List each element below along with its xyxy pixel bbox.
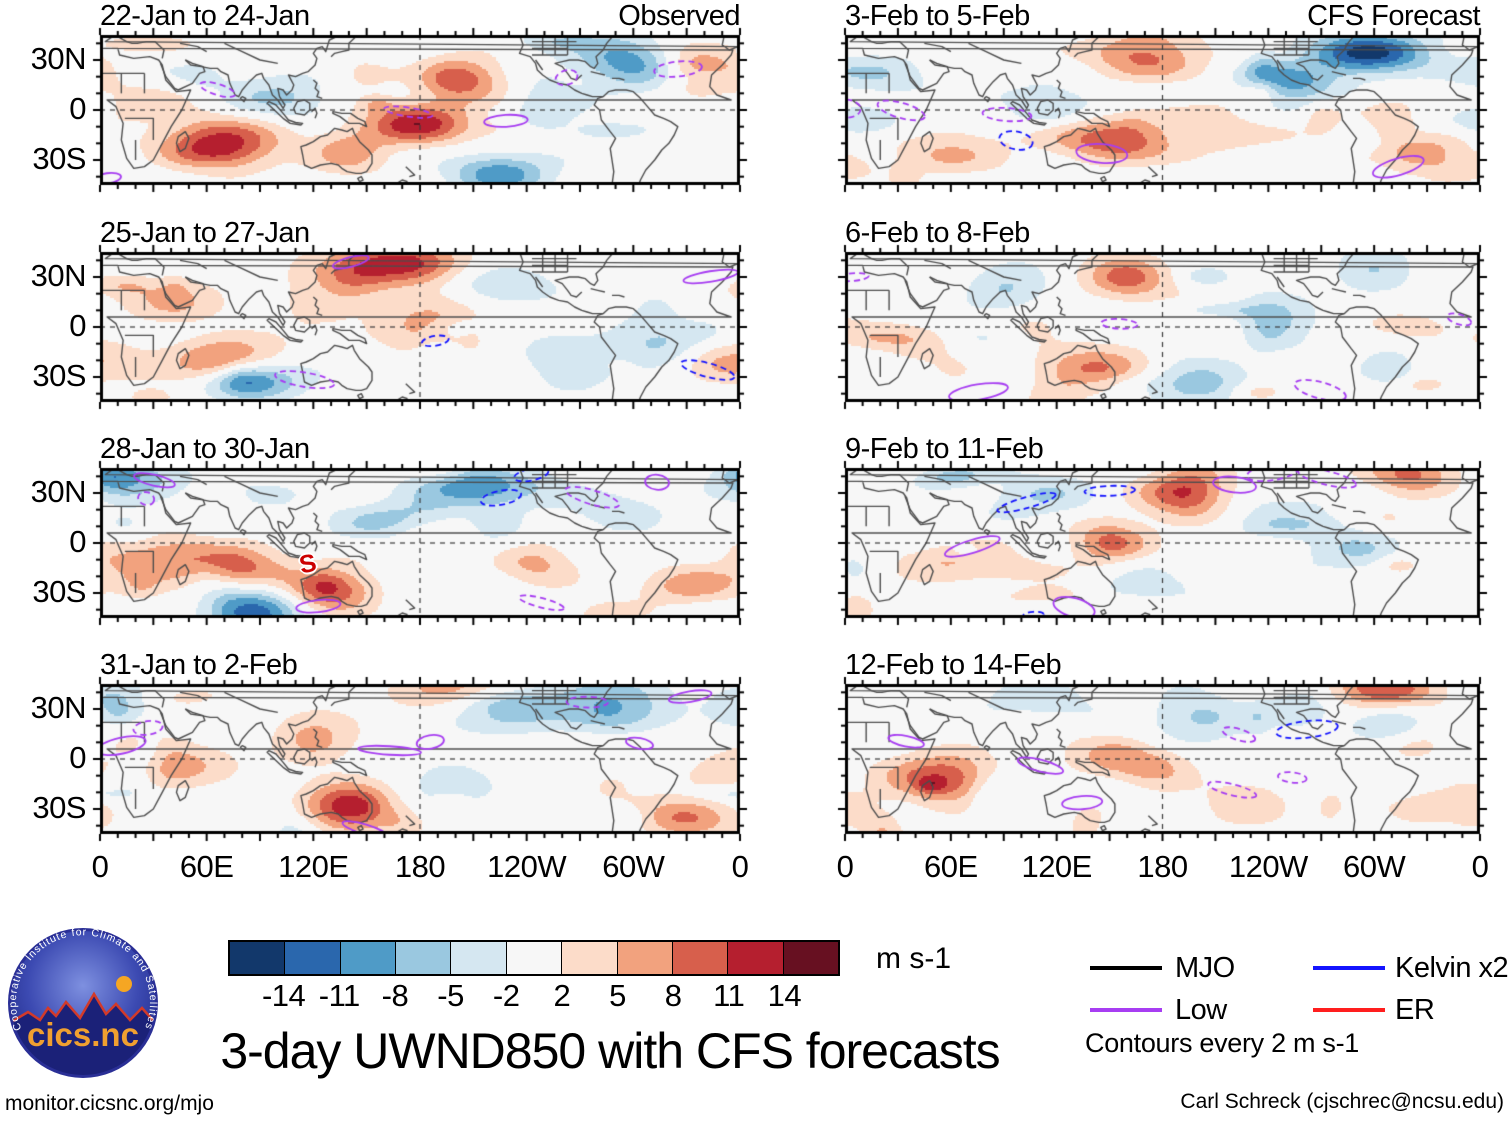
- colorbar-cell: [396, 942, 452, 974]
- panel-title: 9-Feb to 11-Feb: [845, 433, 1044, 465]
- panel-corner-label: Observed: [618, 0, 740, 32]
- colorbar-cell: [340, 942, 397, 974]
- map-panel: 3-Feb to 5-Feb CFS Forecast: [837, 0, 1488, 193]
- y-tick-label: 30S: [32, 790, 86, 825]
- panel-title: 25-Jan to 27-Jan: [100, 217, 310, 249]
- x-tick-label: 0: [1471, 849, 1489, 884]
- logo-mountains: [11, 991, 155, 1075]
- map-canvas: [92, 27, 748, 193]
- panel-title: 6-Feb to 8-Feb: [845, 217, 1030, 249]
- colorbar-tick-label: -11: [318, 978, 361, 1013]
- legend-label-mjo: MJO: [1175, 952, 1235, 984]
- map-canvas: [92, 676, 748, 842]
- x-tick-label: 60W: [1343, 849, 1406, 884]
- legend-line-mjo: [1090, 966, 1162, 970]
- x-tick-label: 0: [836, 849, 854, 884]
- map-panel: 6-Feb to 8-Feb: [837, 217, 1488, 410]
- contour-interval-note: Contours every 2 m s-1: [1085, 1028, 1359, 1058]
- x-tick-label: 0: [91, 849, 109, 884]
- panel-title: 3-Feb to 5-Feb: [845, 0, 1030, 32]
- panel-corner-label: CFS Forecast: [1307, 0, 1480, 32]
- legend-line-low: [1090, 1008, 1162, 1012]
- panel-title: 12-Feb to 14-Feb: [845, 649, 1062, 681]
- colorbar-tick-label: 5: [609, 978, 626, 1013]
- x-tick-label: 60E: [179, 849, 234, 884]
- legend-label-low: Low: [1175, 994, 1227, 1026]
- colorbar-tick-label: -5: [437, 978, 464, 1013]
- panel-title: 31-Jan to 2-Feb: [100, 649, 298, 681]
- colorbar-tick-label: 14: [767, 978, 802, 1013]
- x-tick-label: 180: [394, 849, 446, 884]
- x-tick-label: 120W: [1228, 849, 1308, 884]
- y-tick-label: 30N: [30, 690, 87, 725]
- colorbar-cell: [562, 942, 618, 974]
- colorbar-cell: [451, 942, 507, 974]
- colorbar-tick-label: 8: [664, 978, 682, 1013]
- x-tick-label: 60W: [602, 849, 665, 884]
- colorbar-tick-label: -8: [381, 978, 409, 1013]
- site-url: monitor.cicsnc.org/mjo: [5, 1092, 214, 1115]
- panel-title: 28-Jan to 30-Jan: [100, 433, 310, 465]
- map-canvas: [837, 27, 1488, 193]
- colorbar-cell: [783, 942, 838, 974]
- map-panel: 28-Jan to 30-Jan S: [92, 433, 748, 626]
- colorbar-cell: [506, 942, 563, 974]
- map-panel: 12-Feb to 14-Feb: [837, 649, 1488, 842]
- y-tick-label: 0: [69, 524, 86, 559]
- legend-line-kelvin: [1313, 966, 1385, 970]
- map-canvas: [92, 460, 748, 626]
- y-tick-label: 0: [69, 91, 86, 126]
- legend-line-er: [1313, 1008, 1385, 1012]
- map-panel: 31-Jan to 2-Feb: [92, 649, 748, 842]
- colorbar-cell: [672, 942, 729, 974]
- legend-label-kelvin: Kelvin x2: [1395, 952, 1509, 984]
- y-tick-label: 30S: [32, 574, 86, 609]
- colorbar-unit: m s-1: [876, 942, 951, 975]
- y-tick-label: 30N: [30, 474, 87, 509]
- map-canvas: [837, 676, 1488, 842]
- colorbar-tick-label: -14: [261, 978, 306, 1013]
- map-canvas: [837, 460, 1488, 626]
- map-panel: 22-Jan to 24-Jan Observed: [92, 0, 748, 193]
- cics-nc-logo: Cooperative Institute for Climate and Sa…: [4, 924, 162, 1087]
- x-tick-label: 120W: [487, 849, 567, 884]
- y-tick-label: 0: [69, 308, 86, 343]
- colorbar-cell: [617, 942, 673, 974]
- colorbar: [228, 940, 840, 976]
- y-tick-label: 30S: [32, 358, 86, 393]
- map-panel: 9-Feb to 11-Feb: [837, 433, 1488, 626]
- colorbar-cell: [285, 942, 341, 974]
- attribution: Carl Schreck (cjschrec@ncsu.edu): [1180, 1090, 1504, 1113]
- colorbar-cell: [230, 942, 286, 974]
- logo-sun-icon: [116, 976, 132, 992]
- x-tick-label: 0: [731, 849, 749, 884]
- x-tick-label: 60E: [923, 849, 978, 884]
- map-canvas: [837, 244, 1488, 410]
- main-title: 3-day UWND850 with CFS forecasts: [220, 1023, 1000, 1079]
- colorbar-tick-label: 2: [553, 978, 571, 1013]
- y-tick-label: 0: [69, 740, 86, 775]
- x-tick-label: 180: [1137, 849, 1188, 884]
- map-panel: 25-Jan to 27-Jan: [92, 217, 748, 410]
- colorbar-cell: [728, 942, 784, 974]
- map-canvas: [92, 244, 748, 410]
- logo-center-text: cics.nc: [27, 1016, 139, 1053]
- colorbar-tick-label: 11: [713, 978, 745, 1013]
- y-tick-label: 30N: [30, 41, 87, 76]
- y-tick-label: 30S: [32, 141, 86, 176]
- x-tick-label: 120E: [1021, 849, 1092, 884]
- x-tick-label: 120E: [278, 849, 349, 884]
- y-tick-label: 30N: [30, 258, 87, 293]
- legend-label-er: ER: [1395, 994, 1435, 1026]
- panel-title: 22-Jan to 24-Jan: [100, 0, 310, 32]
- colorbar-tick-label: -2: [492, 978, 520, 1013]
